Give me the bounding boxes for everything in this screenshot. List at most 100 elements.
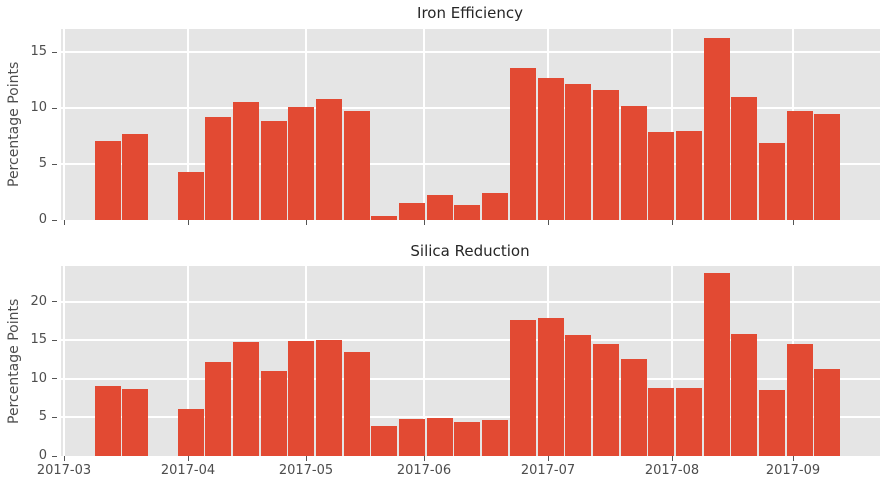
x-tick-mark bbox=[792, 456, 794, 461]
y-tick-label: 15 bbox=[30, 332, 47, 348]
bar bbox=[731, 333, 758, 456]
gridline-vertical bbox=[63, 29, 65, 220]
y-tick-label: 0 bbox=[38, 448, 47, 463]
bar bbox=[426, 195, 453, 220]
bar bbox=[94, 385, 121, 456]
bar bbox=[232, 101, 259, 220]
x-tick-label: 2017-04 bbox=[160, 463, 216, 478]
y-tick-label: 15 bbox=[30, 44, 47, 60]
bar bbox=[509, 320, 536, 456]
x-tick-mark bbox=[187, 456, 189, 461]
x-tick-mark bbox=[305, 456, 307, 461]
y-tick-label: 5 bbox=[38, 409, 47, 425]
x-tick-mark bbox=[305, 220, 307, 225]
x-tick-mark bbox=[547, 220, 549, 225]
bar bbox=[288, 107, 315, 220]
bar bbox=[399, 418, 426, 456]
bar bbox=[814, 368, 841, 456]
bar bbox=[94, 140, 121, 220]
x-tick-label: 2017-06 bbox=[396, 463, 452, 478]
chart-title-silica-reduction: Silica Reduction bbox=[410, 242, 530, 260]
bar bbox=[454, 205, 481, 220]
bar bbox=[509, 68, 536, 220]
y-tick-mark bbox=[52, 416, 57, 418]
bar bbox=[426, 418, 453, 456]
bar bbox=[565, 334, 592, 456]
y-tick-mark bbox=[52, 107, 57, 109]
gridline-horizontal bbox=[61, 377, 880, 380]
bar bbox=[703, 37, 730, 220]
x-tick-mark bbox=[423, 220, 425, 225]
gridline-horizontal bbox=[61, 163, 880, 166]
bar bbox=[731, 97, 758, 220]
gridline-horizontal bbox=[61, 300, 880, 303]
y-tick-mark bbox=[52, 163, 57, 165]
bar bbox=[122, 388, 149, 456]
x-tick-mark bbox=[63, 456, 65, 461]
x-tick-mark bbox=[792, 220, 794, 225]
bar bbox=[288, 340, 315, 456]
bar bbox=[122, 133, 149, 220]
chart-title-iron-efficiency: Iron Efficiency bbox=[417, 4, 523, 22]
bar bbox=[343, 110, 370, 220]
bar bbox=[371, 425, 398, 456]
gridline-vertical bbox=[671, 266, 673, 456]
bar bbox=[205, 361, 232, 456]
y-tick-mark bbox=[52, 219, 57, 221]
bar bbox=[371, 215, 398, 220]
x-tick-mark bbox=[671, 456, 673, 461]
bar bbox=[260, 120, 287, 220]
bar bbox=[786, 110, 813, 220]
y-tick-label: 20 bbox=[30, 293, 47, 309]
bar bbox=[786, 344, 813, 456]
x-tick-mark bbox=[423, 456, 425, 461]
bar bbox=[620, 106, 647, 220]
gridline-vertical bbox=[63, 266, 65, 456]
bar bbox=[703, 272, 730, 456]
gridline-vertical bbox=[187, 29, 189, 220]
bar bbox=[592, 90, 619, 220]
gridline-vertical bbox=[187, 266, 189, 456]
gridline-vertical bbox=[423, 29, 425, 220]
gridline-horizontal bbox=[61, 51, 880, 54]
y-tick-mark bbox=[52, 339, 57, 341]
x-tick-mark bbox=[187, 220, 189, 225]
bar bbox=[537, 317, 564, 456]
bar bbox=[177, 171, 204, 220]
bar bbox=[399, 203, 426, 220]
x-tick-mark bbox=[63, 220, 65, 225]
y-tick-mark bbox=[52, 301, 57, 303]
gridline-horizontal bbox=[61, 107, 880, 110]
bar bbox=[177, 408, 204, 456]
bar bbox=[537, 78, 564, 220]
bar bbox=[620, 358, 647, 456]
plot-area-iron-efficiency: 0 5 10 15 bbox=[30, 29, 880, 227]
plot-area-silica-reduction: 2017-03 2017-04 2017-05 2017-06 2017-07 2017-… bbox=[30, 266, 880, 478]
bar bbox=[759, 389, 786, 456]
bar bbox=[565, 83, 592, 220]
gridline-vertical bbox=[423, 266, 425, 456]
gridline-vertical bbox=[671, 29, 673, 220]
y-tick-mark bbox=[52, 378, 57, 380]
x-tick-label: 2017-09 bbox=[765, 463, 821, 478]
bar bbox=[814, 113, 841, 220]
bar bbox=[592, 344, 619, 456]
x-tick-label: 2017-03 bbox=[36, 463, 92, 478]
bar bbox=[675, 388, 702, 456]
gridline-horizontal bbox=[61, 416, 880, 419]
x-tick-label: 2017-08 bbox=[644, 463, 700, 478]
x-tick-mark bbox=[547, 456, 549, 461]
bar bbox=[316, 99, 343, 220]
y-tick-label: 0 bbox=[38, 212, 47, 227]
bar bbox=[316, 340, 343, 456]
bar bbox=[454, 422, 481, 456]
bar bbox=[759, 142, 786, 220]
bar bbox=[232, 341, 259, 456]
x-tick-label: 2017-05 bbox=[278, 463, 334, 478]
y-tick-label: 10 bbox=[30, 100, 47, 116]
bar bbox=[482, 193, 509, 220]
y-tick-mark bbox=[52, 51, 57, 53]
bar bbox=[343, 351, 370, 456]
x-tick-label: 2017-07 bbox=[520, 463, 576, 478]
